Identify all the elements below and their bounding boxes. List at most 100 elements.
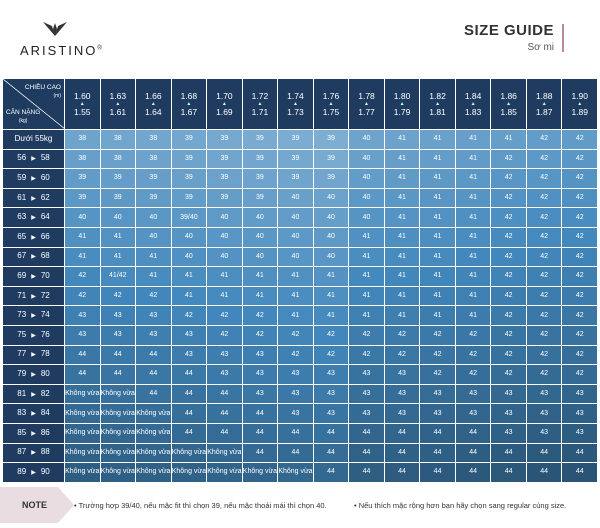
size-cell: 42 <box>64 266 101 287</box>
height-header: 1.82 ▲ 1.81 <box>419 78 456 130</box>
size-cell: 41 <box>170 285 208 307</box>
size: 41 <box>291 292 300 300</box>
weight-cell: 71 ▶ 72 <box>2 285 65 307</box>
size: 42 <box>540 331 549 339</box>
size: 43 <box>433 390 442 398</box>
size: 38 <box>113 135 122 143</box>
size: 42 <box>504 174 513 182</box>
size: 43 <box>362 390 371 398</box>
size: 41 <box>398 252 406 260</box>
size-cell: 44 <box>490 462 527 483</box>
size-cell: 41 <box>348 285 385 307</box>
size: Không vừa <box>65 390 100 398</box>
size-cell: 41 <box>135 266 172 287</box>
size: 42 <box>575 370 584 378</box>
data-row: 79 ▶ 80 44 44 44 44 43 43 43 43 43 43 42 42 42 42 42 <box>2 364 598 385</box>
size-cell: 41 <box>419 226 456 248</box>
size-cell: 41 <box>277 305 314 326</box>
weight-to: 82 <box>40 388 50 398</box>
size-cell: 39 <box>206 187 243 209</box>
size: 43 <box>291 409 300 417</box>
size: 43 <box>575 409 584 417</box>
size: 42 <box>256 311 264 319</box>
arrow: ▲ <box>364 101 369 107</box>
size-cell: 42 <box>525 226 563 248</box>
size: 40 <box>362 174 371 182</box>
size-cell: 39 <box>312 148 350 170</box>
size-cell: 44 <box>277 442 314 464</box>
size: 41 <box>362 233 371 241</box>
size-cell: 40 <box>241 246 279 268</box>
size: 42 <box>220 331 229 339</box>
size: 42 <box>256 331 264 339</box>
size: 40 <box>362 154 371 162</box>
size-cell: 41 <box>99 246 137 268</box>
size: 42 <box>540 194 549 202</box>
size: 43 <box>540 390 549 398</box>
size-cell: 42 <box>561 207 598 228</box>
size-cell: Không vừa <box>135 403 172 424</box>
size-cell: 42 <box>490 344 527 366</box>
size-cell: 43 <box>525 422 563 444</box>
size-cell: 39 <box>64 168 101 189</box>
size: 40 <box>327 213 335 221</box>
weight-to: 78 <box>40 349 50 359</box>
size: 43 <box>184 331 193 339</box>
size: 43 <box>256 350 264 358</box>
arrow: ▶ <box>31 391 36 398</box>
size: 42 <box>575 331 584 339</box>
size-cell: 42 <box>490 226 527 248</box>
size-cell: 41 <box>64 246 101 268</box>
bullet: • <box>74 501 79 510</box>
size-cell: 42 <box>348 324 385 346</box>
arrow: ▲ <box>328 101 334 107</box>
size-cell: 42 <box>135 285 172 307</box>
size: 41 <box>398 174 406 182</box>
size: 42 <box>469 350 477 358</box>
size-cell: 40 <box>348 187 385 209</box>
weight-cell: Dưới 55kg <box>2 129 65 150</box>
size-cell: 39 <box>170 129 208 150</box>
size-cell: 39/40 <box>170 207 208 228</box>
size-cell: 39 <box>277 148 314 170</box>
size: 40 <box>184 233 193 241</box>
size-cell: 40 <box>312 226 350 248</box>
size: 44 <box>78 370 87 378</box>
size-cell: 42 <box>561 344 598 366</box>
accent-bar <box>562 24 564 52</box>
size: Không vừa <box>207 448 242 456</box>
size-cell: 42 <box>525 129 563 150</box>
size-cell: 44 <box>419 422 456 444</box>
size: 41 <box>256 292 264 300</box>
size-cell: 42 <box>561 285 598 307</box>
height-min: 1.85 <box>500 107 517 117</box>
height-unit: (m) <box>53 93 62 99</box>
weight-from: 75 <box>17 329 27 339</box>
arrow: ▶ <box>31 450 36 457</box>
size: 41 <box>113 233 122 241</box>
arrow: ▶ <box>31 313 36 320</box>
arrow: ▲ <box>257 101 263 107</box>
size: 40 <box>184 252 193 260</box>
height-max: 1.76 <box>322 91 340 101</box>
size-cell: 44 <box>454 442 492 464</box>
arrow: ▶ <box>31 371 36 378</box>
weight-to: 60 <box>40 172 50 182</box>
size-cell: 42 <box>348 344 385 366</box>
size: 42 <box>362 350 371 358</box>
size-cell: 43 <box>241 364 279 385</box>
size-cell: 42 <box>419 344 456 366</box>
size: 38 <box>149 135 158 143</box>
size-cell: 44 <box>348 442 385 464</box>
size: 42 <box>327 331 335 339</box>
size-cell: 43 <box>170 344 208 366</box>
size: 42 <box>504 331 513 339</box>
size-cell: Không vừa <box>64 403 101 424</box>
size: 40 <box>220 252 229 260</box>
size-cell: 44 <box>383 422 421 444</box>
height-max: 1.60 <box>73 91 91 101</box>
size: 41 <box>469 252 477 260</box>
size: 44 <box>327 448 335 456</box>
size-cell: Không vừa <box>135 442 172 464</box>
size-cell: Không vừa <box>170 462 208 483</box>
